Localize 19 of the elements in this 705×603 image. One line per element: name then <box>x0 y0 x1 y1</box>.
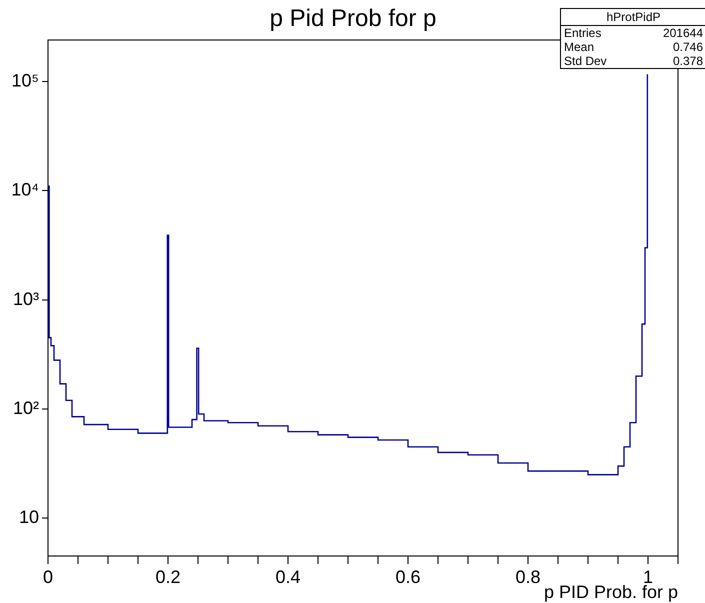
x-tick-label: 0.2 <box>155 566 181 587</box>
y-tick-label: 10⁴ <box>11 180 39 200</box>
annotation: Std Dev <box>564 54 607 68</box>
annotation: 0.378 <box>672 54 703 68</box>
annotation: Entries <box>564 26 602 40</box>
x-tick-label: 0.4 <box>275 566 301 587</box>
annotation: 0.746 <box>672 40 703 54</box>
x-axis-title: p PID Prob. for p <box>544 582 678 602</box>
y-tick-label: 10³ <box>12 288 40 309</box>
x-tick-label: 0 <box>42 566 54 587</box>
y-tick-label: 10² <box>12 398 40 418</box>
y-tick-label: 10⁵ <box>12 70 39 90</box>
y-tick-label: 10 <box>18 507 39 528</box>
text: hProtPidP <box>561 9 705 26</box>
chart-title: p Pid Prob for p <box>270 5 436 32</box>
x-tick-label: 0.6 <box>395 566 421 587</box>
x-tick-label: 0.8 <box>515 566 541 587</box>
annotation: 201644 <box>662 26 703 40</box>
annotation: Mean <box>564 40 594 54</box>
